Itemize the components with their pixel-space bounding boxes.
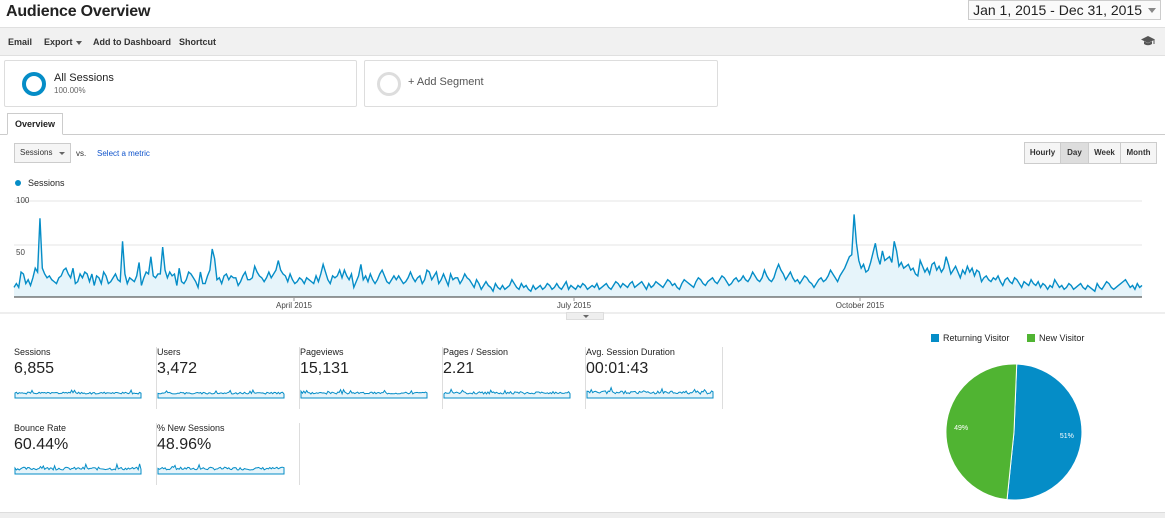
y-tick-label: 100 bbox=[16, 196, 30, 205]
metric-value: 00:01:43 bbox=[586, 360, 649, 377]
segment-name: All Sessions bbox=[54, 72, 114, 84]
legend-swatch bbox=[1027, 334, 1035, 342]
add-segment-button[interactable]: + Add Segment bbox=[364, 60, 718, 107]
day-button[interactable]: Day bbox=[1060, 142, 1089, 164]
sparkline bbox=[300, 388, 428, 399]
select-metric-link[interactable]: Select a metric bbox=[97, 149, 150, 158]
sparkline bbox=[157, 388, 285, 399]
export-label: Export bbox=[44, 37, 73, 47]
top-bar: Audience Overview Jan 1, 2015 - Dec 31, … bbox=[0, 0, 1165, 26]
metric-value: 2.21 bbox=[443, 360, 475, 377]
metric-label: Pages / Session bbox=[443, 347, 509, 357]
sparkline bbox=[157, 463, 285, 475]
tab-overview[interactable]: Overview bbox=[7, 113, 63, 135]
segment-all-sessions[interactable]: All Sessions 100.00% bbox=[4, 60, 357, 107]
metric-tile-new-sessions[interactable]: % New Sessions 48.96% bbox=[157, 423, 300, 485]
graduation-cap-icon[interactable] bbox=[1141, 35, 1155, 47]
metric-tile-sessions[interactable]: Sessions 6,855 bbox=[14, 347, 157, 409]
sessions-legend-label: Sessions bbox=[28, 178, 65, 188]
pie-slice-returning-visitor[interactable] bbox=[1006, 363, 1083, 501]
hourly-button[interactable]: Hourly bbox=[1024, 142, 1061, 164]
chart-resize-handle[interactable] bbox=[566, 312, 604, 320]
add-segment-label: + Add Segment bbox=[408, 76, 484, 88]
pie-slice-new-visitor[interactable] bbox=[945, 363, 1018, 501]
sparkline-path bbox=[157, 388, 285, 399]
metric-value: 48.96% bbox=[157, 436, 212, 453]
sparkline bbox=[14, 388, 142, 399]
metric-label: Avg. Session Duration bbox=[586, 347, 675, 357]
legend-label: New Visitor bbox=[1039, 333, 1085, 343]
metric-value: 15,131 bbox=[300, 360, 349, 377]
metric-dropdown[interactable]: Sessions bbox=[14, 143, 71, 163]
sparkline bbox=[14, 462, 142, 475]
sessions-legend-dot bbox=[15, 180, 21, 186]
sparkline-path bbox=[443, 388, 571, 399]
pie-legend-returning: Returning Visitor bbox=[931, 333, 1009, 343]
legend-swatch bbox=[931, 334, 939, 342]
sessions-area bbox=[14, 214, 1142, 297]
sessions-line bbox=[13, 214, 1143, 293]
metric-tile-bounce-rate[interactable]: Bounce Rate 60.44% bbox=[14, 423, 157, 485]
metric-tile-users[interactable]: Users 3,472 bbox=[157, 347, 300, 409]
visitor-type-pie-chart: 51% 49% bbox=[945, 363, 1083, 501]
sparkline-path bbox=[586, 386, 714, 399]
date-range-label: Jan 1, 2015 - Dec 31, 2015 bbox=[973, 2, 1142, 18]
metric-value: 3,472 bbox=[157, 360, 198, 377]
metric-label: Bounce Rate bbox=[14, 423, 67, 433]
sparkline bbox=[586, 386, 714, 399]
metric-label: Users bbox=[157, 347, 181, 357]
x-tick-label: April 2015 bbox=[276, 301, 313, 310]
date-range-picker[interactable]: Jan 1, 2015 - Dec 31, 2015 bbox=[968, 0, 1161, 20]
metric-tile-pages-per-session[interactable]: Pages / Session 2.21 bbox=[443, 347, 586, 409]
sparkline-path bbox=[14, 388, 142, 399]
x-tick-label: October 2015 bbox=[836, 301, 885, 310]
sparkline-path bbox=[157, 463, 285, 475]
add-to-dashboard-button[interactable]: Add to Dashboard bbox=[93, 37, 171, 47]
bottom-bar bbox=[0, 512, 1165, 518]
x-tick-label: July 2015 bbox=[557, 301, 592, 310]
pie-legend-new: New Visitor bbox=[1027, 333, 1084, 343]
pie-slice-label: 49% bbox=[954, 425, 968, 432]
chevron-down-icon bbox=[59, 152, 65, 155]
sparkline-path bbox=[300, 388, 428, 399]
metric-tile-avg-session-duration[interactable]: Avg. Session Duration 00:01:43 bbox=[586, 347, 723, 409]
week-button[interactable]: Week bbox=[1088, 142, 1121, 164]
export-button[interactable]: Export bbox=[44, 37, 82, 47]
y-tick-label: 50 bbox=[16, 248, 25, 257]
page-title: Audience Overview bbox=[6, 3, 151, 20]
vs-label: vs. bbox=[76, 149, 87, 158]
metric-dropdown-label: Sessions bbox=[20, 148, 53, 157]
metric-value: 6,855 bbox=[14, 360, 55, 377]
metric-label: Sessions bbox=[14, 347, 51, 357]
pie-slice-label: 51% bbox=[1060, 433, 1074, 440]
metric-tile-pageviews[interactable]: Pageviews 15,131 bbox=[300, 347, 443, 409]
segment-ring-icon bbox=[22, 72, 46, 96]
metric-value: 60.44% bbox=[14, 436, 69, 453]
report-toolbar: Email Export Add to Dashboard Shortcut bbox=[0, 27, 1165, 56]
chevron-down-icon bbox=[1148, 8, 1156, 13]
month-button[interactable]: Month bbox=[1120, 142, 1157, 164]
sparkline-path bbox=[14, 462, 142, 475]
shortcut-button[interactable]: Shortcut bbox=[179, 37, 216, 47]
tab-divider bbox=[0, 134, 1165, 135]
segment-percent: 100.00% bbox=[54, 86, 86, 95]
chevron-down-icon bbox=[75, 40, 82, 45]
chevron-down-icon bbox=[583, 315, 589, 318]
segment-ring-icon bbox=[377, 72, 401, 96]
legend-label: Returning Visitor bbox=[943, 333, 1010, 343]
email-button[interactable]: Email bbox=[8, 37, 33, 47]
sparkline bbox=[443, 388, 571, 399]
sessions-chart: 100 50 April 2015 July 2015 October 2015 bbox=[0, 196, 1165, 314]
metric-label: Pageviews bbox=[300, 347, 344, 357]
metric-label: % New Sessions bbox=[157, 423, 225, 433]
